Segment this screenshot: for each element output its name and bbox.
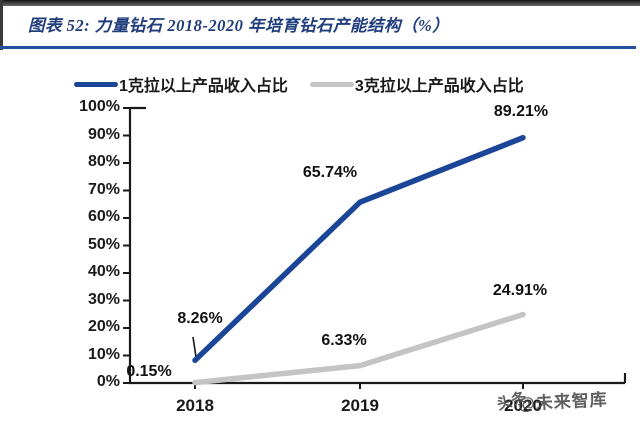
chart-title: 图表 52: 力量钻石 2018-2020 年培育钻石产能结构（%）	[28, 16, 450, 35]
legend-item-series-2: 3克拉以上产品收入占比	[309, 72, 524, 96]
y-axis-label: 70%	[87, 180, 120, 198]
watermark-handle: @未来智库	[517, 390, 609, 414]
legend-item-series-1: 1克拉以上产品收入占比	[74, 72, 288, 96]
chart-legend: 1克拉以上产品收入占比 3克拉以上产品收入占比	[74, 72, 524, 96]
x-axis-label: 2018	[176, 396, 214, 415]
y-axis-label: 10%	[87, 345, 120, 363]
y-axis-label: 90%	[87, 125, 120, 143]
series-line-2	[192, 311, 526, 386]
left-edge-border	[0, 0, 3, 50]
legend-swatch-series-2	[309, 81, 354, 87]
legend-label-series-1: 1克拉以上产品收入占比	[119, 78, 288, 95]
top-border-bar	[0, 0, 640, 6]
y-axis-label: 20%	[87, 318, 120, 335]
series-line-1	[192, 134, 526, 364]
y-axis-label: 30%	[87, 290, 120, 308]
y-axis-label: 40%	[87, 263, 120, 280]
data-label: 6.33%	[321, 331, 367, 349]
axis-lines	[128, 108, 625, 385]
data-label: 8.26%	[177, 310, 223, 328]
data-label: 65.74%	[302, 164, 358, 182]
y-axis-label: 80%	[87, 153, 120, 170]
x-axis-label: 2020	[504, 396, 542, 415]
legend-label-series-2: 3克拉以上产品收入占比	[354, 78, 524, 95]
y-axis-label: 60%	[87, 208, 120, 225]
title-underline	[0, 46, 636, 49]
data-label: 0.15%	[126, 362, 172, 380]
y-axis-label: 100%	[79, 98, 120, 115]
legend-swatch-series-1	[74, 81, 118, 87]
axis-end-caps	[130, 106, 627, 383]
data-label: 89.21%	[493, 102, 549, 120]
y-axis-label: 0%	[96, 373, 120, 390]
data-label: 24.91%	[492, 282, 548, 300]
watermark-brand-logo: 头条	[495, 389, 529, 414]
x-axis-label: 2019	[341, 396, 379, 415]
chart-header: 图表 52: 力量钻石 2018-2020 年培育钻石产能结构（%）	[0, 12, 640, 49]
label-leader-line	[192, 336, 197, 358]
y-axis-label: 50%	[87, 235, 120, 253]
